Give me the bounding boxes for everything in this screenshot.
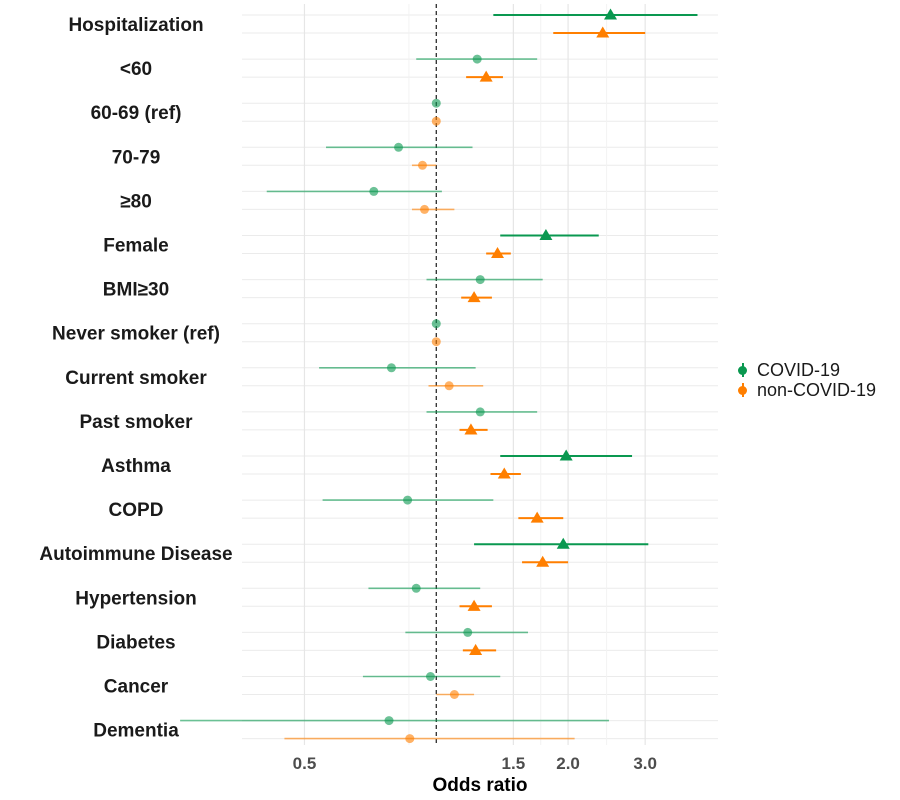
- point-estimate-circle: [444, 381, 454, 391]
- x-tick-label: 3.0: [633, 754, 657, 773]
- point-estimate-triangle: [556, 537, 570, 549]
- x-tick-label: 2.0: [556, 754, 580, 773]
- point-estimate-triangle: [464, 423, 478, 435]
- legend: COVID-19 non-COVID-19: [734, 360, 876, 400]
- point-estimate-circle: [420, 204, 430, 214]
- chart-marks: [180, 8, 698, 744]
- point-estimate-triangle: [469, 643, 483, 655]
- category-label: Dementia: [93, 721, 179, 742]
- point-estimate-circle: [411, 583, 421, 593]
- point-estimate-triangle: [479, 70, 493, 82]
- point-estimate-triangle: [539, 229, 553, 241]
- category-label: Hospitalization: [68, 15, 203, 36]
- point-estimate-triangle: [559, 449, 573, 461]
- point-estimate-triangle: [491, 247, 505, 259]
- point-estimate-triangle: [596, 26, 610, 38]
- legend-item-covid: COVID-19: [734, 360, 876, 380]
- point-estimate-triangle: [497, 467, 511, 479]
- category-label: Past smoker: [79, 412, 193, 433]
- point-estimate-circle: [386, 363, 396, 373]
- point-estimate-circle: [417, 160, 427, 170]
- category-label: Hypertension: [75, 588, 196, 609]
- category-label: COPD: [109, 500, 164, 521]
- legend-label-covid: COVID-19: [757, 359, 841, 380]
- point-estimate-circle: [431, 319, 441, 329]
- legend-key-dot: [738, 386, 747, 395]
- point-estimate-circle: [472, 54, 482, 64]
- point-estimate-circle: [369, 186, 379, 196]
- category-labels: Hospitalization <60 60-69 (ref) 70-79 ≥80 Fem…: [39, 15, 232, 742]
- category-label: Female: [103, 236, 168, 257]
- legend-key-dot: [738, 366, 747, 375]
- x-tick-label: 1.5: [502, 754, 526, 773]
- point-estimate-circle: [475, 407, 485, 417]
- category-label: <60: [120, 59, 152, 80]
- x-axis-title: Odds ratio: [432, 775, 527, 796]
- legend-key-covid: [734, 360, 752, 380]
- point-estimate-triangle: [536, 555, 550, 567]
- category-label: Cancer: [104, 677, 169, 698]
- point-estimate-circle: [384, 716, 394, 726]
- x-tick-label: 0.5: [293, 754, 317, 773]
- category-label: Autoimmune Disease: [39, 544, 232, 565]
- x-axis-ticks: 0.5 1.5 2.0 3.0: [293, 754, 657, 773]
- category-label: BMI≥30: [103, 280, 169, 301]
- point-estimate-triangle: [467, 599, 481, 611]
- point-estimate-circle: [475, 275, 485, 285]
- point-estimate-triangle: [604, 8, 618, 20]
- point-estimate-circle: [431, 337, 441, 347]
- legend-item-non-covid: non-COVID-19: [734, 380, 876, 400]
- category-label: 70-79: [112, 147, 161, 168]
- point-estimate-circle: [431, 116, 441, 126]
- point-estimate-triangle: [467, 291, 481, 303]
- grid-lines: [242, 4, 718, 745]
- point-estimate-circle: [403, 495, 413, 505]
- category-label: Asthma: [101, 456, 171, 477]
- point-estimate-circle: [449, 690, 459, 699]
- legend-key-non-covid: [734, 380, 752, 400]
- category-label: 60-69 (ref): [91, 103, 182, 124]
- category-label: Current smoker: [65, 368, 207, 389]
- point-estimate-circle: [431, 98, 441, 108]
- category-label: Never smoker (ref): [52, 324, 220, 345]
- point-estimate-circle: [405, 734, 415, 744]
- category-label: Diabetes: [96, 632, 175, 653]
- category-label: ≥80: [120, 191, 152, 212]
- point-estimate-circle: [425, 672, 435, 681]
- point-estimate-circle: [394, 142, 404, 152]
- legend-label-non-covid: non-COVID-19: [757, 379, 877, 400]
- point-estimate-circle: [463, 627, 473, 637]
- point-estimate-triangle: [530, 511, 544, 523]
